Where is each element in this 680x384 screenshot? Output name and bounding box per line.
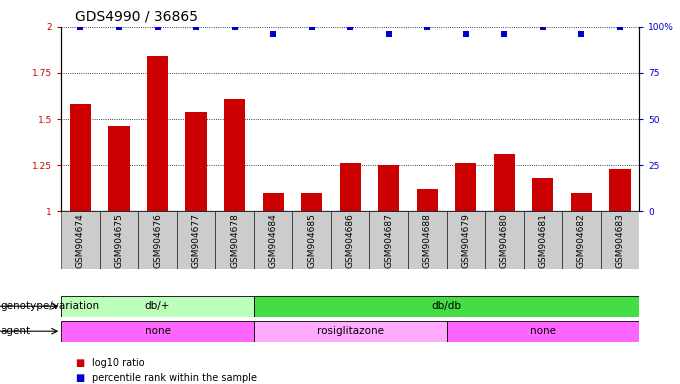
Text: GSM904682: GSM904682 xyxy=(577,213,586,268)
Text: GSM904684: GSM904684 xyxy=(269,213,277,268)
Text: GSM904674: GSM904674 xyxy=(76,213,85,268)
Text: genotype/variation: genotype/variation xyxy=(1,301,100,311)
Bar xyxy=(378,165,399,211)
Point xyxy=(306,24,317,30)
Bar xyxy=(100,211,138,269)
Bar xyxy=(61,211,100,269)
Bar xyxy=(216,211,254,269)
Bar xyxy=(369,211,408,269)
Text: GSM904681: GSM904681 xyxy=(539,213,547,268)
Text: GSM904676: GSM904676 xyxy=(153,213,162,268)
Bar xyxy=(254,296,639,317)
Text: none: none xyxy=(145,326,171,336)
Text: none: none xyxy=(530,326,556,336)
Text: GSM904678: GSM904678 xyxy=(230,213,239,268)
Text: log10 ratio: log10 ratio xyxy=(92,358,144,368)
Bar xyxy=(447,321,639,342)
Point xyxy=(345,24,356,30)
Text: GSM904677: GSM904677 xyxy=(192,213,201,268)
Bar xyxy=(301,193,322,211)
Text: percentile rank within the sample: percentile rank within the sample xyxy=(92,373,257,383)
Text: GSM904685: GSM904685 xyxy=(307,213,316,268)
Point xyxy=(384,31,394,37)
Bar xyxy=(339,163,361,211)
Bar xyxy=(292,211,331,269)
Bar xyxy=(70,104,91,211)
Bar xyxy=(447,211,485,269)
Point xyxy=(537,24,548,30)
Point xyxy=(268,31,279,37)
Bar xyxy=(485,211,524,269)
Bar xyxy=(186,112,207,211)
Bar xyxy=(609,169,630,211)
Point xyxy=(152,24,163,30)
Text: GSM904675: GSM904675 xyxy=(114,213,124,268)
Text: ■: ■ xyxy=(75,373,84,383)
Bar xyxy=(108,126,130,211)
Bar xyxy=(61,296,254,317)
Point xyxy=(499,31,510,37)
Point xyxy=(422,24,432,30)
Bar xyxy=(254,211,292,269)
Bar xyxy=(532,178,554,211)
Point xyxy=(229,24,240,30)
Bar xyxy=(408,211,447,269)
Text: GDS4990 / 36865: GDS4990 / 36865 xyxy=(75,9,198,23)
Text: GSM904683: GSM904683 xyxy=(615,213,624,268)
Bar xyxy=(571,193,592,211)
Text: GSM904680: GSM904680 xyxy=(500,213,509,268)
Bar xyxy=(177,211,216,269)
Bar xyxy=(254,321,447,342)
Text: agent: agent xyxy=(1,326,31,336)
Bar xyxy=(562,211,600,269)
Point xyxy=(75,24,86,30)
Point xyxy=(114,24,124,30)
Point xyxy=(460,31,471,37)
Text: GSM904687: GSM904687 xyxy=(384,213,393,268)
Point xyxy=(190,24,201,30)
Bar xyxy=(224,99,245,211)
Bar xyxy=(494,154,515,211)
Bar xyxy=(147,56,168,211)
Bar xyxy=(600,211,639,269)
Text: db/db: db/db xyxy=(432,301,462,311)
Point xyxy=(576,31,587,37)
Text: GSM904686: GSM904686 xyxy=(345,213,355,268)
Text: db/+: db/+ xyxy=(145,301,170,311)
Point xyxy=(615,24,626,30)
Bar xyxy=(61,321,254,342)
Text: GSM904688: GSM904688 xyxy=(423,213,432,268)
Text: GSM904679: GSM904679 xyxy=(461,213,471,268)
Bar xyxy=(262,193,284,211)
Bar xyxy=(417,189,438,211)
Text: rosiglitazone: rosiglitazone xyxy=(317,326,384,336)
Bar xyxy=(524,211,562,269)
Bar xyxy=(331,211,369,269)
Text: ■: ■ xyxy=(75,358,84,368)
Bar xyxy=(138,211,177,269)
Bar xyxy=(455,163,477,211)
